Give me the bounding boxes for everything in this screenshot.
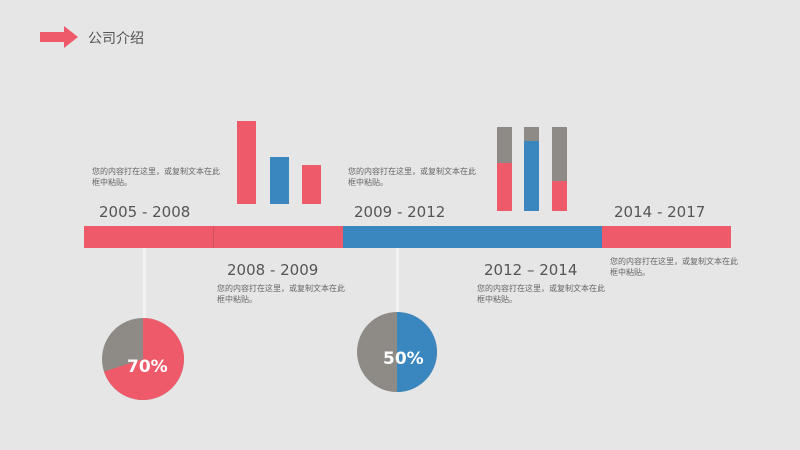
period-label: 2005 - 2008 — [99, 203, 191, 221]
bar-segment — [524, 127, 539, 141]
pie-chart — [102, 318, 185, 400]
timeline-segment — [602, 226, 731, 248]
period-description: 您的内容打在这里，或复制文本在此框中粘贴。 — [348, 167, 476, 187]
period-description: 您的内容打在这里，或复制文本在此框中粘贴。 — [217, 284, 345, 304]
period-description: 您的内容打在这里，或复制文本在此框中粘贴。 — [610, 257, 738, 277]
bar-segment — [497, 163, 512, 211]
period-label: 2012 – 2014 — [484, 261, 578, 279]
period-description: 您的内容打在这里，或复制文本在此框中粘贴。 — [477, 284, 605, 304]
period-label: 2014 - 2017 — [614, 203, 706, 221]
period-label: 2009 - 2012 — [354, 203, 446, 221]
period-description: 您的内容打在这里，或复制文本在此框中粘贴。 — [92, 167, 220, 187]
period-label: 2008 - 2009 — [227, 261, 319, 279]
bar — [302, 165, 321, 204]
bar-segment — [524, 141, 539, 211]
connector-line — [396, 248, 399, 314]
page-title: 公司介绍 — [88, 31, 144, 47]
pie-slice — [104, 318, 185, 400]
bar — [237, 121, 256, 204]
bar-segment — [552, 127, 567, 181]
pie-slice — [397, 312, 437, 392]
arrow-right-icon — [40, 26, 78, 48]
timeline-segment — [84, 226, 343, 248]
timeline-segment — [343, 226, 602, 248]
bar-segment — [552, 181, 567, 211]
bar — [270, 157, 289, 204]
pie-chart — [357, 312, 437, 392]
bar-segment — [497, 127, 512, 163]
timeline-divider — [213, 226, 214, 248]
pie-value-label: 50% — [383, 349, 424, 369]
pie-value-label: 70% — [127, 357, 168, 377]
connector-line — [143, 248, 146, 318]
